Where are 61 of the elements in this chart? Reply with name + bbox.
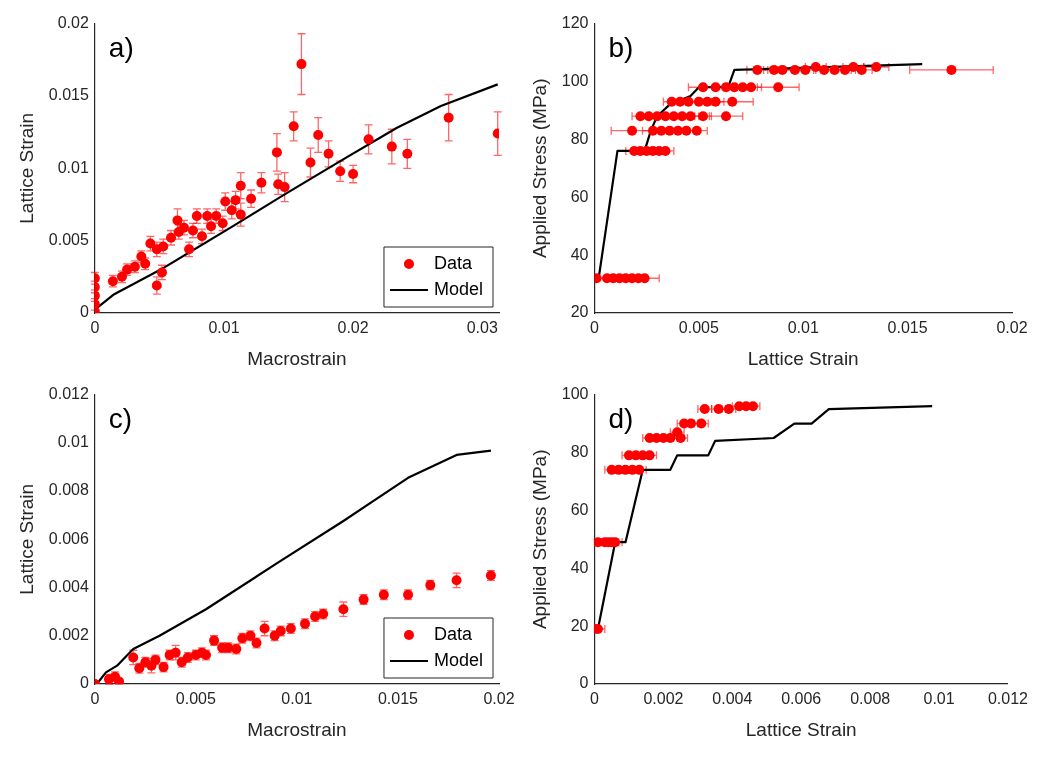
legend-label: Model [433, 649, 484, 670]
annotation: b) [608, 32, 634, 64]
x-tick-label: 0.02 [483, 690, 515, 708]
x-tick-label: 0 [90, 690, 100, 708]
y-tick-label: 60 [570, 187, 589, 205]
legend-label: Data [433, 623, 473, 644]
y-tick-label: 0.008 [48, 481, 89, 499]
y-tick-label: 0.006 [48, 529, 89, 547]
legend-label: Model [433, 278, 484, 299]
y-tick-label: 0 [79, 674, 89, 692]
y-tick-label: 120 [561, 14, 589, 32]
x-tick-label: 0 [90, 319, 100, 337]
y-tick-label: 0.01 [57, 158, 89, 176]
y-tick-label: 0.01 [57, 433, 89, 451]
x-tick-label: 0.02 [337, 319, 369, 337]
x-tick-label: 0.005 [678, 319, 719, 337]
x-tick-label: 0.004 [712, 690, 753, 708]
x-tick-label: 0.015 [377, 690, 419, 708]
legend-label: Data [433, 252, 473, 273]
y-axis-title: Lattice Strain [15, 483, 37, 595]
x-tick-label: 0 [590, 690, 600, 708]
y-axis-title: Applied Stress (MPa) [528, 449, 550, 630]
y-tick-label: 60 [570, 500, 589, 518]
y-tick-label: 80 [570, 129, 589, 147]
x-tick-label: 0.008 [850, 690, 891, 708]
y-tick-label: 0.015 [48, 86, 89, 104]
y-tick-label: 40 [570, 245, 589, 263]
y-tick-label: 100 [561, 385, 589, 403]
x-tick-label: 0.01 [923, 690, 955, 708]
x-axis-title: Lattice Strain [747, 347, 859, 369]
y-tick-label: 20 [570, 616, 589, 634]
x-tick-label: 0.02 [996, 319, 1028, 337]
y-axis-title: Lattice Strain [15, 112, 37, 224]
annotation: d) [608, 403, 634, 435]
annotation: c) [108, 403, 133, 435]
x-axis-title: Macrostrain [247, 718, 347, 740]
y-tick-label: 40 [570, 558, 589, 576]
y-tick-label: 100 [561, 71, 589, 89]
y-tick-label: 0.002 [48, 626, 89, 644]
y-tick-label: 0 [579, 674, 589, 692]
x-axis-title: Lattice Strain [745, 718, 857, 740]
x-tick-label: 0.01 [787, 319, 819, 337]
x-tick-label: 0.015 [887, 319, 928, 337]
y-tick-label: 0.012 [48, 385, 89, 403]
x-tick-label: 0.012 [987, 690, 1029, 708]
y-tick-label: 20 [570, 303, 589, 321]
y-tick-label: 0.005 [48, 231, 89, 249]
x-axis-title: Macrostrain [247, 347, 347, 369]
x-tick-label: 0.01 [281, 690, 313, 708]
x-tick-label: 0.002 [643, 690, 684, 708]
x-tick-label: 0.01 [208, 319, 240, 337]
x-tick-label: 0.006 [781, 690, 822, 708]
y-tick-label: 0.004 [48, 577, 89, 595]
x-tick-label: 0.005 [175, 690, 216, 708]
y-tick-label: 0 [79, 303, 89, 321]
x-tick-label: 0.03 [466, 319, 498, 337]
y-tick-label: 80 [570, 442, 589, 460]
annotation: a) [108, 32, 134, 64]
x-tick-label: 0 [590, 319, 600, 337]
y-axis-title: Applied Stress (MPa) [528, 78, 550, 259]
y-tick-label: 0.02 [57, 14, 89, 32]
